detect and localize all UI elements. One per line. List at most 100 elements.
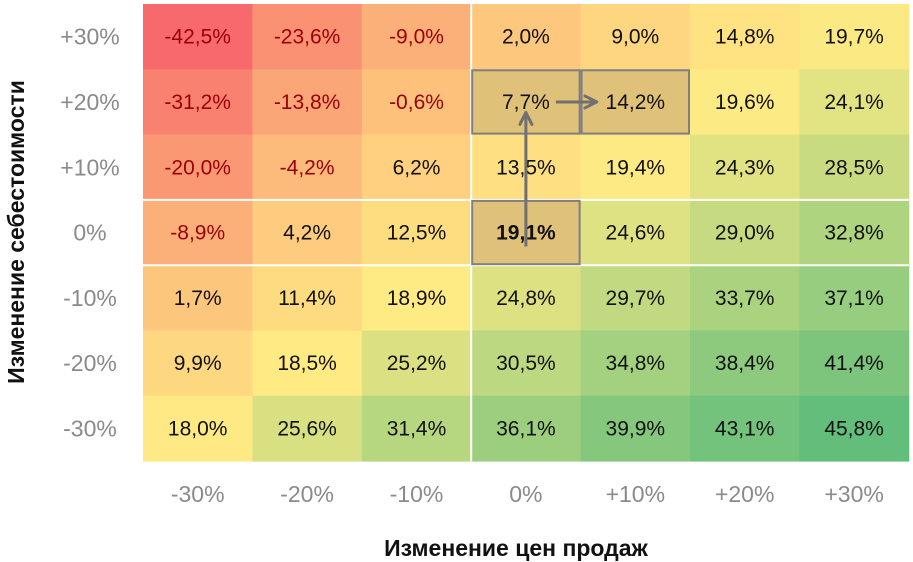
cell-value-label: 25,2% bbox=[387, 352, 447, 375]
cell-value-label: 31,4% bbox=[387, 417, 447, 440]
heatmap-cell bbox=[580, 395, 691, 462]
heatmap-cell bbox=[690, 4, 800, 70]
heatmap-cells bbox=[143, 4, 910, 462]
cell-value-label: -8,9% bbox=[170, 222, 225, 245]
heatmap-cell bbox=[252, 265, 363, 331]
x-tick-label: +10% bbox=[606, 481, 665, 507]
heatmap-cell bbox=[252, 199, 363, 266]
heatmap-cell bbox=[252, 330, 363, 397]
heatmap-cell bbox=[799, 330, 910, 397]
cell-value-label: 43,1% bbox=[715, 417, 775, 440]
heatmap-cell bbox=[799, 265, 910, 331]
arrows bbox=[518, 94, 599, 247]
heatmap-cell bbox=[361, 4, 472, 70]
heatmap-cell bbox=[690, 395, 800, 462]
cell-value-label: 33,7% bbox=[715, 287, 775, 310]
x-tick-label: -10% bbox=[390, 481, 444, 507]
heatmap-cell bbox=[252, 134, 363, 201]
cell-value-label: 32,8% bbox=[824, 222, 884, 245]
heatmap-cell bbox=[799, 134, 910, 201]
heatmap-cell bbox=[143, 395, 253, 462]
heatmap-cell bbox=[471, 330, 582, 397]
heatmap-cell bbox=[580, 330, 691, 397]
cell-value-label: 14,2% bbox=[606, 91, 666, 114]
cell-value-label: 19,7% bbox=[824, 26, 884, 49]
cell-value-label: 39,9% bbox=[606, 417, 666, 440]
y-tick-label: -10% bbox=[63, 285, 117, 311]
cell-value-label: 37,1% bbox=[824, 287, 884, 310]
cell-value-label: -9,0% bbox=[389, 26, 444, 49]
cell-value-label: 18,5% bbox=[277, 352, 337, 375]
x-tick-label: -20% bbox=[280, 481, 334, 507]
y-tick-label: +30% bbox=[60, 24, 119, 50]
heatmap-cell bbox=[361, 199, 472, 266]
cell-value-label: 24,3% bbox=[715, 156, 775, 179]
x-tick-label: -30% bbox=[171, 481, 225, 507]
y-tick-label: -20% bbox=[63, 350, 117, 376]
heatmap-cell bbox=[361, 265, 472, 331]
cell-value-label: 38,4% bbox=[715, 352, 775, 375]
cell-value-label: 6,2% bbox=[393, 156, 441, 179]
heatmap-cell bbox=[580, 69, 691, 136]
cell-value-label: 41,4% bbox=[824, 352, 884, 375]
heatmap-cell bbox=[471, 265, 582, 331]
cell-value-label: 28,5% bbox=[824, 156, 884, 179]
x-tick-label: +20% bbox=[715, 481, 774, 507]
y-tick-label: -30% bbox=[63, 415, 117, 441]
heatmap-cell bbox=[143, 330, 253, 397]
cell-value-label: 19,4% bbox=[606, 156, 666, 179]
cell-value-label: 4,2% bbox=[283, 222, 331, 245]
heatmap-cell bbox=[799, 395, 910, 462]
cell-value-label: 9,0% bbox=[611, 26, 659, 49]
heatmap-cell bbox=[690, 330, 800, 397]
cell-value-label: -42,5% bbox=[164, 26, 231, 49]
x-axis-ticks: -30% -20% -10% 0% +10% +20% +30% bbox=[171, 481, 884, 507]
cell-value-label: -31,2% bbox=[164, 91, 231, 114]
heatmap-cell bbox=[690, 265, 800, 331]
cell-value-label: 29,0% bbox=[715, 222, 775, 245]
cell-value-label: 7,7% bbox=[502, 91, 550, 114]
heatmap-cell bbox=[361, 395, 472, 462]
heatmap-cell bbox=[580, 4, 691, 70]
heatmap-cell bbox=[580, 265, 691, 331]
cell-value-label: 24,1% bbox=[824, 91, 884, 114]
cell-value-label: 29,7% bbox=[606, 287, 666, 310]
heatmap-cell bbox=[580, 199, 691, 266]
cell-value-label: -4,2% bbox=[280, 156, 335, 179]
cell-value-label: 45,8% bbox=[824, 417, 884, 440]
cell-value-label: -0,6% bbox=[389, 91, 444, 114]
heatmap-cell bbox=[690, 134, 800, 201]
heatmap-cell bbox=[143, 134, 253, 201]
x-tick-label: +30% bbox=[824, 481, 883, 507]
x-tick-label: 0% bbox=[509, 481, 542, 507]
heatmap-cell bbox=[143, 199, 253, 266]
cell-value-label: -13,8% bbox=[274, 91, 341, 114]
cell-value-label: 25,6% bbox=[277, 417, 337, 440]
y-tick-label: +10% bbox=[60, 154, 119, 180]
heatmap-cell bbox=[471, 4, 582, 70]
heatmap-cell bbox=[361, 69, 472, 136]
cell-value-label: 34,8% bbox=[606, 352, 666, 375]
heatmap-cell bbox=[580, 134, 691, 201]
heatmap-cell bbox=[252, 4, 363, 70]
heatmap-cell bbox=[799, 69, 910, 136]
cell-value-label: 1,7% bbox=[174, 287, 222, 310]
y-axis-ticks: +30% +20% +10% 0% -10% -20% -30% bbox=[60, 24, 119, 442]
cell-value-label: 2,0% bbox=[502, 26, 550, 49]
heatmap-cell bbox=[252, 395, 363, 462]
y-tick-label: 0% bbox=[73, 220, 106, 246]
heatmap-cell bbox=[361, 330, 472, 397]
heatmap-cell bbox=[252, 69, 363, 136]
heatmap-cell bbox=[143, 69, 253, 136]
heatmap-cell bbox=[143, 4, 253, 70]
heatmap-cell bbox=[799, 4, 910, 70]
cell-labels: -42,5% -23,6% -9,0% 2,0% 9,0% 14,8% 19,7% -31,2… bbox=[164, 26, 883, 441]
cell-value-label: 18,9% bbox=[387, 287, 447, 310]
cell-value-label: 12,5% bbox=[387, 222, 447, 245]
cell-value-label: 24,6% bbox=[606, 222, 666, 245]
cell-value-label: -23,6% bbox=[274, 26, 341, 49]
heatmap-cell bbox=[143, 265, 253, 331]
cell-value-label: 11,4% bbox=[278, 287, 336, 310]
heatmap-cell bbox=[690, 69, 800, 136]
